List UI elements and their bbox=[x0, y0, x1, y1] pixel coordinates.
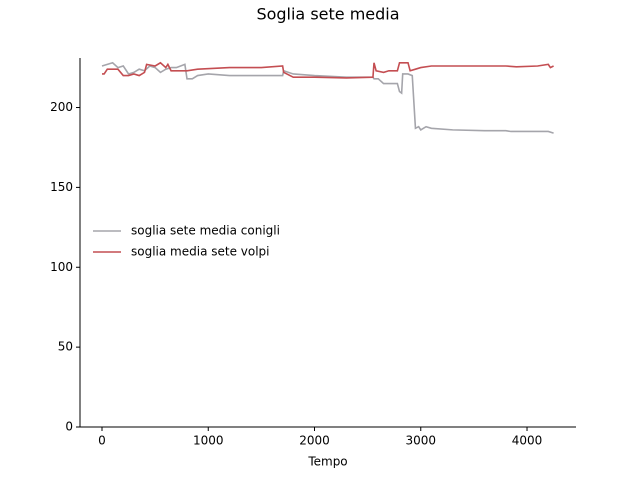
y-tick-label: 150 bbox=[50, 180, 73, 194]
x-tick-label: 4000 bbox=[512, 434, 543, 448]
x-axis-label: Tempo bbox=[307, 455, 347, 469]
x-tick-label: 0 bbox=[98, 434, 106, 448]
x-tick-label: 2000 bbox=[299, 434, 330, 448]
y-tick-label: 100 bbox=[50, 260, 73, 274]
data-line bbox=[101, 61, 554, 134]
y-tick-label: 200 bbox=[50, 100, 73, 114]
x-tick-label: 3000 bbox=[405, 434, 436, 448]
data-line bbox=[101, 61, 554, 79]
x-tick-label: 1000 bbox=[193, 434, 224, 448]
y-tick-label: 50 bbox=[58, 340, 73, 354]
legend-label: soglia sete media conigli bbox=[131, 224, 280, 238]
y-tick-label: 0 bbox=[65, 420, 73, 434]
legend-label: soglia media sete volpi bbox=[131, 245, 270, 259]
chart-title: Soglia sete media bbox=[256, 5, 399, 24]
